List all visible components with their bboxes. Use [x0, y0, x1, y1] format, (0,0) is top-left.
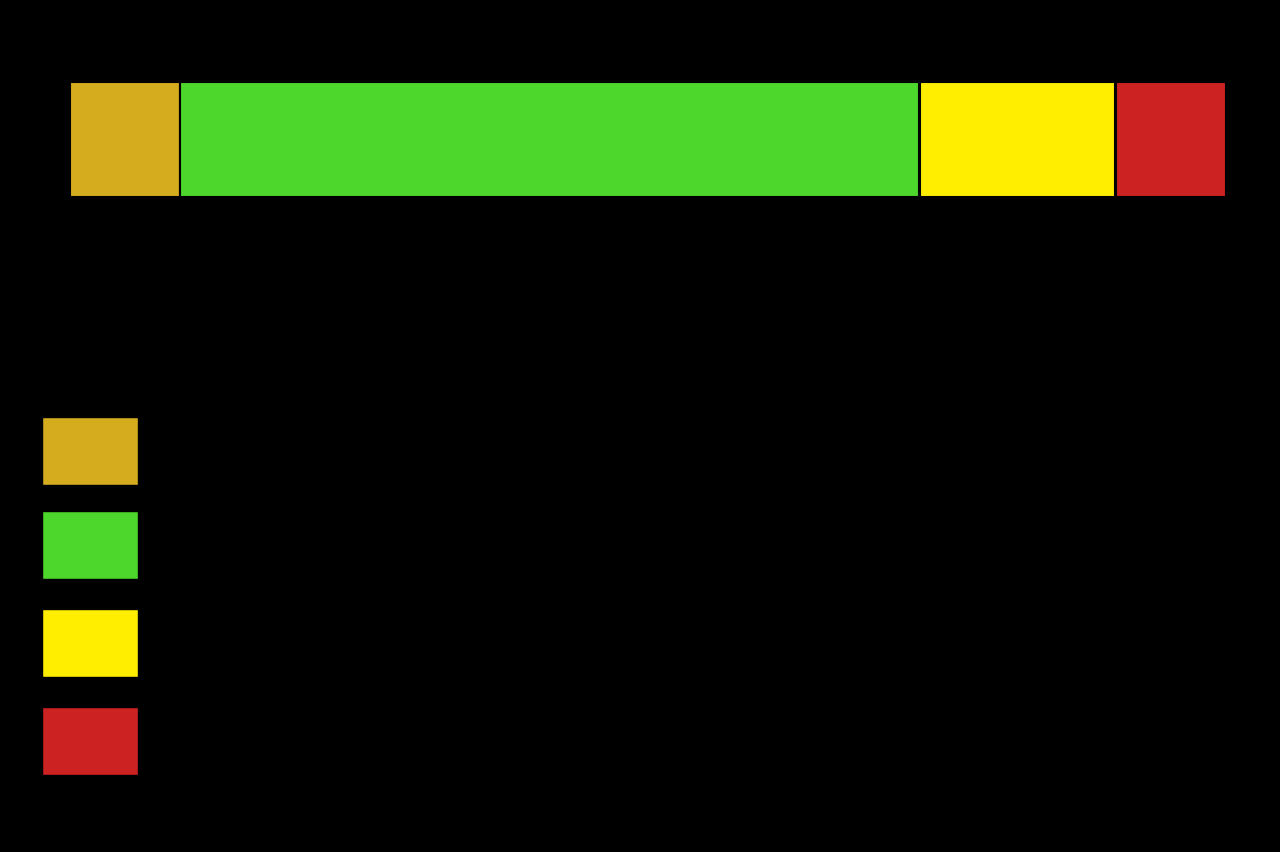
Bar	[180, 83, 919, 199]
Bar	[70, 83, 180, 199]
Bar	[42, 609, 138, 677]
Bar	[42, 511, 138, 579]
Bar	[42, 417, 138, 486]
Bar	[42, 707, 138, 775]
Bar	[1116, 83, 1226, 199]
Bar	[920, 83, 1115, 199]
